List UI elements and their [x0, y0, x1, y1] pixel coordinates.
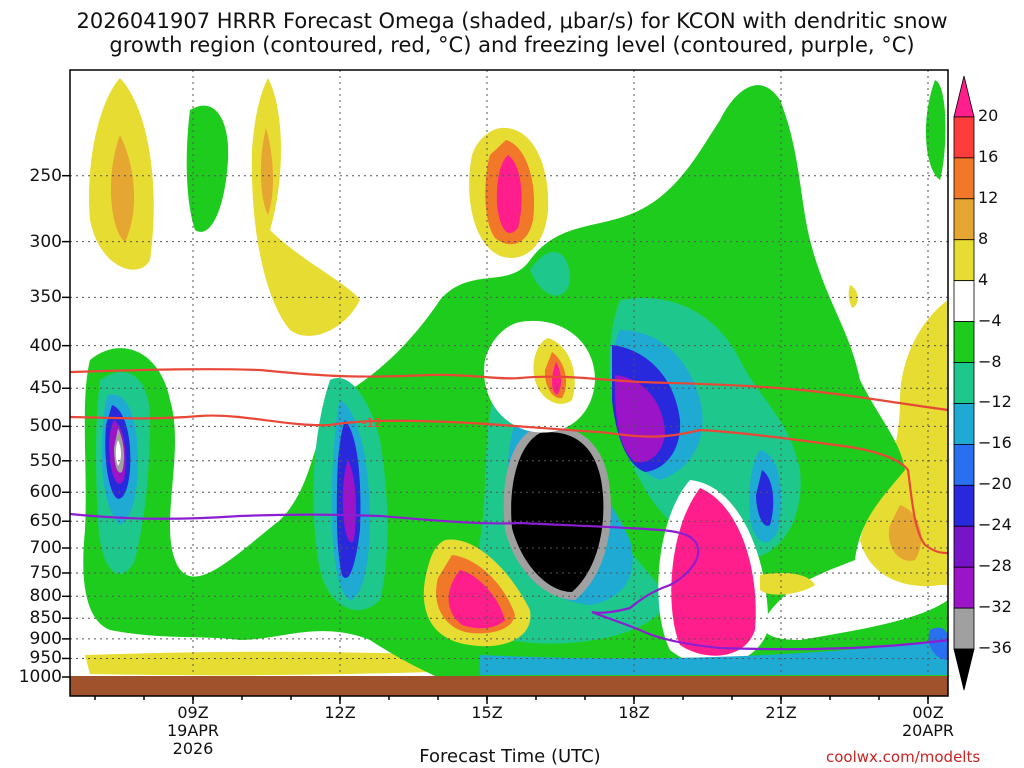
colorbar-segment — [953, 566, 975, 609]
contour-label-m12: -12 — [362, 416, 382, 430]
colorbar-segment — [953, 648, 975, 691]
plot-frame — [69, 69, 949, 697]
colorbar-label: 20 — [978, 105, 999, 125]
colorbar-label: −32 — [978, 597, 1012, 617]
omega-shade-neg-green — [186, 105, 229, 232]
y-tick-label: 950 — [29, 648, 62, 669]
colorbar-segment — [953, 525, 975, 568]
x-tick-label: 18Z — [618, 703, 650, 722]
colorbar-label: −4 — [978, 310, 1002, 330]
omega-shade-neg-blue — [101, 330, 781, 605]
omega-shade-neg-low — [480, 640, 948, 675]
colorbar-label: −36 — [978, 638, 1012, 658]
colorbar-segment — [953, 198, 975, 241]
omega-shade-pos-7c — [551, 362, 562, 395]
colorbar-label: 4 — [978, 269, 989, 289]
colorbar-segment — [953, 157, 975, 200]
omega-shade-pos-5b — [888, 505, 922, 561]
y-tick-label: 550 — [29, 450, 62, 471]
colorbar-label: −12 — [978, 392, 1012, 412]
colorbar-label: 12 — [978, 187, 999, 207]
y-tick-label: 900 — [29, 628, 62, 649]
colorbar-label: −28 — [978, 556, 1012, 576]
colorbar-segment — [953, 403, 975, 445]
y-tick-label: 750 — [29, 562, 62, 583]
y-tick-label: 500 — [29, 416, 62, 437]
omega-shade-pos-10 — [760, 573, 815, 595]
colorbar-segment — [953, 321, 975, 363]
y-tick-label: 700 — [29, 538, 62, 559]
colorbar-segment — [953, 484, 975, 527]
colorbar-label: 8 — [978, 228, 989, 248]
chart-title-line2: growth region (contoured, red, °C) and f… — [109, 33, 915, 57]
x-tick-label: 12Z — [324, 703, 356, 722]
x-axis-title: Forecast Time (UTC) — [419, 746, 601, 767]
x-tick-label: 19APR — [166, 721, 220, 740]
x-tick-label: 15Z — [471, 703, 503, 722]
colorbar-label: −24 — [978, 515, 1012, 535]
y-tick-label: 800 — [29, 586, 62, 607]
x-tick-label: 20APR — [901, 721, 955, 740]
colorbar-segment — [953, 280, 975, 322]
x-tick-label: 00Z — [912, 703, 944, 722]
colorbar-segment — [953, 75, 975, 118]
omega-shade-neg-white-gap — [115, 440, 121, 466]
omega-shade-pos-9b — [671, 488, 756, 656]
y-tick-label: 350 — [29, 287, 62, 308]
y-tick-label: 650 — [29, 511, 62, 532]
omega-shade-pos-2b — [260, 128, 274, 215]
colorbar-segment — [953, 607, 975, 650]
omega-shade-neg-black — [511, 432, 604, 592]
omega-shade-neg-low-b — [928, 627, 948, 660]
y-tick-label: 600 — [29, 482, 62, 503]
x-tick-label: 09Z — [177, 703, 209, 722]
colorbar — [953, 75, 975, 691]
source-credit: coolwx.com/modelts — [826, 748, 981, 766]
omega-shade-pos-5 — [860, 300, 948, 587]
dendritic-contour-upper — [70, 368, 948, 412]
colorbar-label: 16 — [978, 146, 999, 166]
omega-shade-pos-3c — [496, 155, 522, 234]
y-tick-label: 400 — [29, 335, 62, 356]
dendritic-contour-lower — [70, 414, 948, 555]
y-tick-label: 450 — [29, 378, 62, 399]
colorbar-segment — [953, 116, 975, 159]
x-tick-label: 21Z — [765, 703, 797, 722]
colorbar-segment — [953, 443, 975, 486]
colorbar-segment — [953, 239, 975, 282]
plot-grid — [70, 70, 948, 696]
omega-shade-pos-6 — [848, 285, 858, 308]
colorbar-label: −20 — [978, 474, 1012, 494]
omega-shade-pos-1b — [110, 135, 135, 242]
y-tick-label: 850 — [29, 608, 62, 629]
colorbar-label: −8 — [978, 351, 1002, 371]
omega-shade-neg-green-right — [925, 80, 946, 180]
y-tick-label: 300 — [29, 231, 62, 252]
colorbar-segment — [953, 362, 975, 404]
ground-surface — [70, 676, 948, 696]
colorbar-label: −16 — [978, 433, 1012, 453]
x-tick-label: 2026 — [172, 739, 214, 758]
omega-shade-pos-4 — [85, 651, 459, 676]
y-tick-label: 1000 — [18, 667, 62, 687]
chart-title-line1: 2026041907 HRRR Forecast Omega (shaded, … — [76, 9, 948, 33]
freezing-level-contour — [70, 512, 948, 651]
omega-shade-pos-2 — [251, 78, 360, 336]
y-tick-label: 250 — [29, 165, 62, 186]
omega-shade-pos-8c — [448, 570, 505, 629]
